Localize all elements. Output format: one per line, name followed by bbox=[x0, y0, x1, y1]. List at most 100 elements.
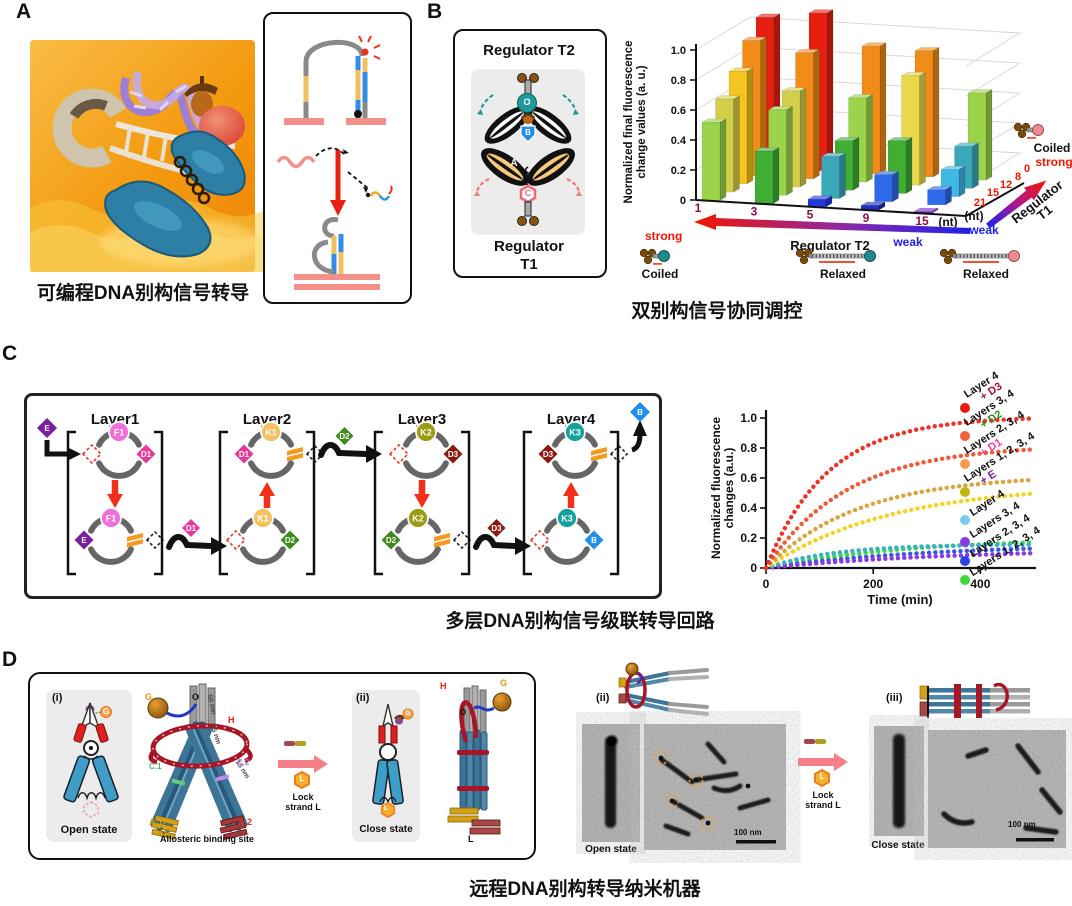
blue-linker bbox=[166, 703, 198, 718]
teal-arrows bbox=[479, 94, 577, 110]
svg-text:Coiled: Coiled bbox=[642, 267, 679, 281]
a-letter: A bbox=[510, 158, 518, 169]
h-mark-closed: H bbox=[440, 681, 447, 691]
o-site bbox=[517, 93, 537, 113]
svg-text:1: 1 bbox=[695, 201, 702, 215]
svg-text:D3: D3 bbox=[491, 524, 502, 533]
svg-text:D2: D2 bbox=[339, 432, 350, 441]
cascade-layer-diagram: Layer1F1D1F1ELayer2K1D1K1D2Layer3K2D3K2D… bbox=[37, 402, 650, 576]
svg-text:0.4: 0.4 bbox=[740, 501, 757, 515]
svg-text:0: 0 bbox=[1024, 163, 1030, 175]
clamp-horseshoe bbox=[52, 88, 127, 168]
svg-text:E: E bbox=[44, 424, 50, 433]
svg-text:Layer1: Layer1 bbox=[91, 411, 139, 428]
a2-clamp bbox=[219, 815, 248, 840]
svg-text:0.2: 0.2 bbox=[740, 531, 757, 545]
c1-mark-label: C.1 bbox=[149, 762, 162, 771]
scalebar-ii-label: 100 nm bbox=[734, 828, 762, 837]
svg-text:12: 12 bbox=[1000, 179, 1012, 191]
g-letter-open-clamp: G bbox=[102, 707, 110, 716]
svg-text:Layer2: Layer2 bbox=[243, 411, 291, 428]
clamp-closed-illustration bbox=[372, 703, 414, 818]
svg-text:D2: D2 bbox=[285, 536, 296, 545]
spring-coil bbox=[173, 155, 211, 205]
lock-arrow-2 bbox=[798, 739, 848, 788]
b-shield bbox=[520, 125, 536, 143]
svg-text:D3: D3 bbox=[448, 450, 459, 459]
legend-dot bbox=[960, 556, 970, 566]
legend-dot bbox=[960, 537, 970, 547]
origami-open-illustration bbox=[147, 683, 253, 840]
svg-text:E: E bbox=[81, 536, 87, 545]
close-state-label: Close state bbox=[359, 824, 413, 835]
o-mark-open: O bbox=[192, 692, 200, 702]
g-letter-closed-clamp: G bbox=[405, 710, 411, 717]
g-mark-open: G bbox=[145, 692, 153, 702]
svg-text:D1: D1 bbox=[141, 450, 152, 459]
svg-text:weak: weak bbox=[968, 223, 999, 237]
winder-key-top bbox=[517, 73, 539, 96]
c1-mark bbox=[171, 778, 186, 786]
tem-open-field bbox=[644, 724, 786, 850]
svg-text:D1: D1 bbox=[239, 450, 250, 459]
svg-text:3: 3 bbox=[751, 204, 758, 218]
svg-text:Time (min): Time (min) bbox=[867, 592, 933, 607]
gold-nanoparticle bbox=[147, 697, 169, 719]
svg-text:K3: K3 bbox=[569, 428, 581, 438]
a2-mark-label: A.2 bbox=[238, 817, 253, 827]
svg-text:0: 0 bbox=[680, 195, 686, 207]
g-mark-closed: G bbox=[500, 678, 508, 688]
regulator-t1-title-line1: Regulator bbox=[493, 238, 564, 255]
svg-text:Coiled: Coiled bbox=[1034, 141, 1071, 155]
a1-clamp bbox=[150, 815, 179, 840]
lock-strand-1-line2: strand L bbox=[285, 802, 321, 812]
panel-c-caption: 多层DNA别构信号级联转导回路 bbox=[445, 611, 715, 632]
panel-a-hairpin-schematic bbox=[276, 35, 393, 290]
sideview-closed-diagram bbox=[919, 682, 1030, 718]
regulator-t2-title: Regulator T2 bbox=[483, 42, 575, 59]
svg-text:200: 200 bbox=[863, 577, 883, 591]
acorn-small bbox=[521, 113, 535, 124]
svg-text:D1: D1 bbox=[186, 524, 197, 533]
panel-c-label: C bbox=[2, 342, 18, 365]
svg-text:T1: T1 bbox=[1034, 202, 1055, 223]
wings bbox=[481, 106, 575, 186]
tem-open-single bbox=[582, 724, 640, 842]
cascade-kinetics-chart: 0 0.2 0.4 0.6 0.8 1.0 0 200 400 Time (min) Normali… bbox=[709, 410, 1036, 607]
sideview-open-diagram bbox=[618, 662, 709, 716]
svg-text:D2: D2 bbox=[386, 536, 397, 545]
svg-text:changes (a.u.): changes (a.u.) bbox=[722, 448, 736, 529]
lock-strand-1-line1: Lock bbox=[292, 792, 314, 802]
svg-text:Normalized fluorescence: Normalized fluorescence bbox=[709, 417, 723, 559]
svg-text:Layer3: Layer3 bbox=[398, 411, 446, 428]
tem-closed-single bbox=[874, 726, 924, 836]
svg-text:(nt): (nt) bbox=[938, 215, 957, 229]
a1-mark-label: A.1 bbox=[149, 817, 164, 827]
svg-text:9: 9 bbox=[863, 211, 870, 225]
panel-a-caption: 可编程DNA别构信号转导 bbox=[36, 283, 250, 304]
lock-letter-2: L bbox=[819, 772, 825, 781]
right-arm bbox=[185, 721, 248, 832]
svg-text:(nt): (nt) bbox=[964, 209, 983, 223]
svg-text:1.0: 1.0 bbox=[740, 411, 757, 425]
svg-text:weak: weak bbox=[892, 235, 923, 249]
o-letter: O bbox=[523, 97, 531, 107]
regulator-t1-title-line2: T1 bbox=[520, 256, 538, 273]
sub-ii-label-outer: (ii) bbox=[596, 692, 610, 704]
svg-text:15: 15 bbox=[915, 214, 929, 228]
lock-strand-2-line2: strand L bbox=[805, 800, 841, 810]
legend-dot bbox=[960, 487, 970, 497]
scalebar-iii-label: 100 nm bbox=[1008, 820, 1036, 829]
l-mark-closed: L bbox=[468, 834, 474, 844]
lock-strand-2-line1: Lock bbox=[812, 790, 834, 800]
svg-text:B: B bbox=[637, 408, 643, 417]
g-marker-open bbox=[100, 706, 112, 718]
svg-text:21: 21 bbox=[974, 197, 986, 209]
legend-dot bbox=[960, 459, 970, 469]
svg-text:8: 8 bbox=[1015, 171, 1021, 183]
svg-text:0: 0 bbox=[750, 561, 757, 575]
panel-d-caption: 远程DNA别构转导纳米机器 bbox=[469, 879, 701, 900]
c-letter: C bbox=[524, 188, 532, 198]
svg-text:5: 5 bbox=[807, 208, 814, 222]
panel-d-label: D bbox=[2, 648, 18, 671]
